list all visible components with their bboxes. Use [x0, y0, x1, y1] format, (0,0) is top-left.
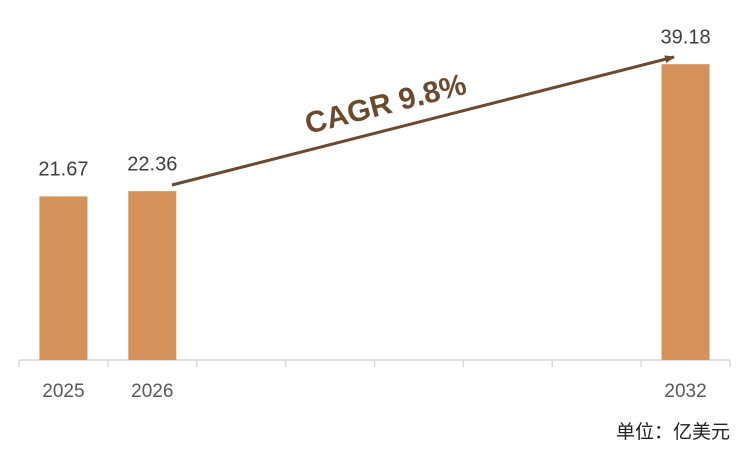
- x-tick-label: 2032: [664, 381, 706, 402]
- value-label: 39.18: [661, 26, 711, 48]
- bar: [661, 64, 710, 360]
- cagr-arrow: [171, 55, 675, 187]
- bar: [128, 191, 177, 360]
- value-label: 22.36: [127, 153, 177, 175]
- bar: [39, 196, 88, 360]
- unit-note: 单位：亿美元: [616, 421, 730, 443]
- x-tick-label: 2026: [131, 381, 173, 402]
- value-label: 21.67: [38, 159, 88, 181]
- x-tick-label: 2025: [42, 381, 84, 402]
